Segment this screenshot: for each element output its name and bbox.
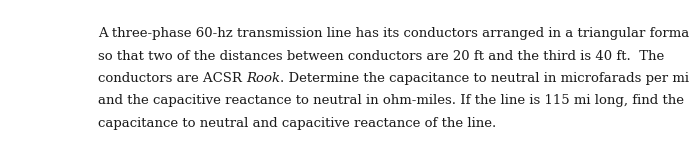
Text: capacitance to neutral and capacitive reactance of the line.: capacitance to neutral and capacitive re… <box>98 117 496 130</box>
Text: and the capacitive reactance to neutral in ohm-miles. If the line is 115 mi long: and the capacitive reactance to neutral … <box>98 94 684 107</box>
Text: Rook: Rook <box>246 72 280 85</box>
Text: so that two of the distances between conductors are 20 ft and the third is 40 ft: so that two of the distances between con… <box>98 50 664 63</box>
Text: A three-phase 60-hz transmission line has its conductors arranged in a triangula: A three-phase 60-hz transmission line ha… <box>98 27 689 40</box>
Text: conductors are ACSR: conductors are ACSR <box>98 72 246 85</box>
Text: . Determine the capacitance to neutral in microfarads per mile: . Determine the capacitance to neutral i… <box>280 72 689 85</box>
